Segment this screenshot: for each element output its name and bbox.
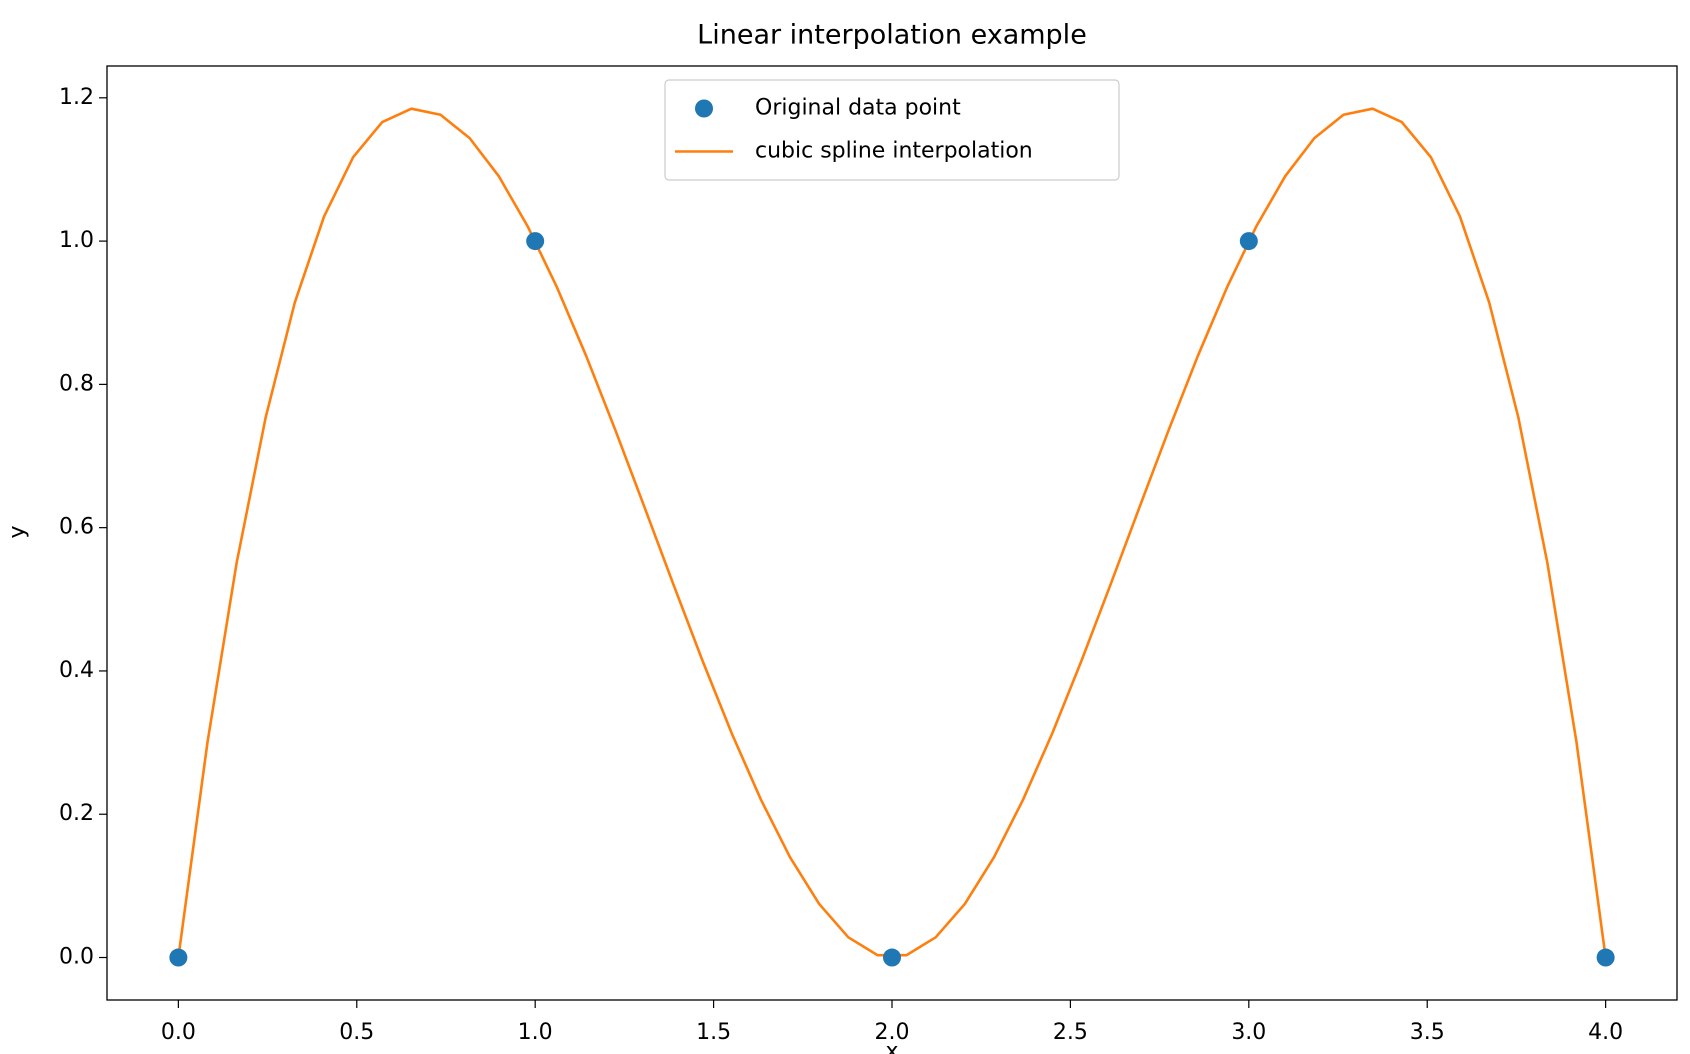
x-tick-label: 1.5 bbox=[696, 1020, 731, 1045]
x-tick-label: 0.0 bbox=[161, 1020, 196, 1045]
x-tick-label: 3.5 bbox=[1410, 1020, 1445, 1045]
y-axis-label: y bbox=[5, 525, 30, 538]
y-tick-label: 0.8 bbox=[59, 371, 94, 396]
x-tick-label: 2.5 bbox=[1053, 1020, 1088, 1045]
x-tick-label: 4.0 bbox=[1588, 1020, 1623, 1045]
legend-marker bbox=[695, 99, 713, 118]
legend-label: cubic spline interpolation bbox=[755, 139, 1033, 164]
chart-title: Linear interpolation example bbox=[697, 20, 1087, 51]
data-point bbox=[1239, 232, 1258, 251]
x-tick-label: 0.5 bbox=[339, 1020, 374, 1045]
y-tick-label: 0.2 bbox=[59, 801, 94, 826]
x-axis-label: x bbox=[885, 1039, 898, 1054]
y-tick-label: 1.2 bbox=[59, 85, 94, 110]
y-tick-label: 0.6 bbox=[59, 515, 94, 540]
data-point bbox=[1596, 948, 1615, 967]
data-point bbox=[169, 948, 188, 967]
data-point bbox=[526, 232, 545, 251]
legend-box bbox=[664, 79, 1120, 181]
x-tick-label: 1.0 bbox=[518, 1020, 553, 1045]
data-point bbox=[883, 948, 901, 967]
x-tick-label: 2.0 bbox=[875, 1020, 910, 1045]
x-tick-label: 3.0 bbox=[1231, 1020, 1266, 1045]
y-tick-label: 1.0 bbox=[59, 228, 94, 253]
y-tick-label: 0.0 bbox=[59, 945, 94, 970]
legend-label: Original data point bbox=[755, 96, 961, 121]
plot-frame bbox=[106, 65, 1678, 1001]
y-tick-label: 0.4 bbox=[59, 658, 94, 683]
